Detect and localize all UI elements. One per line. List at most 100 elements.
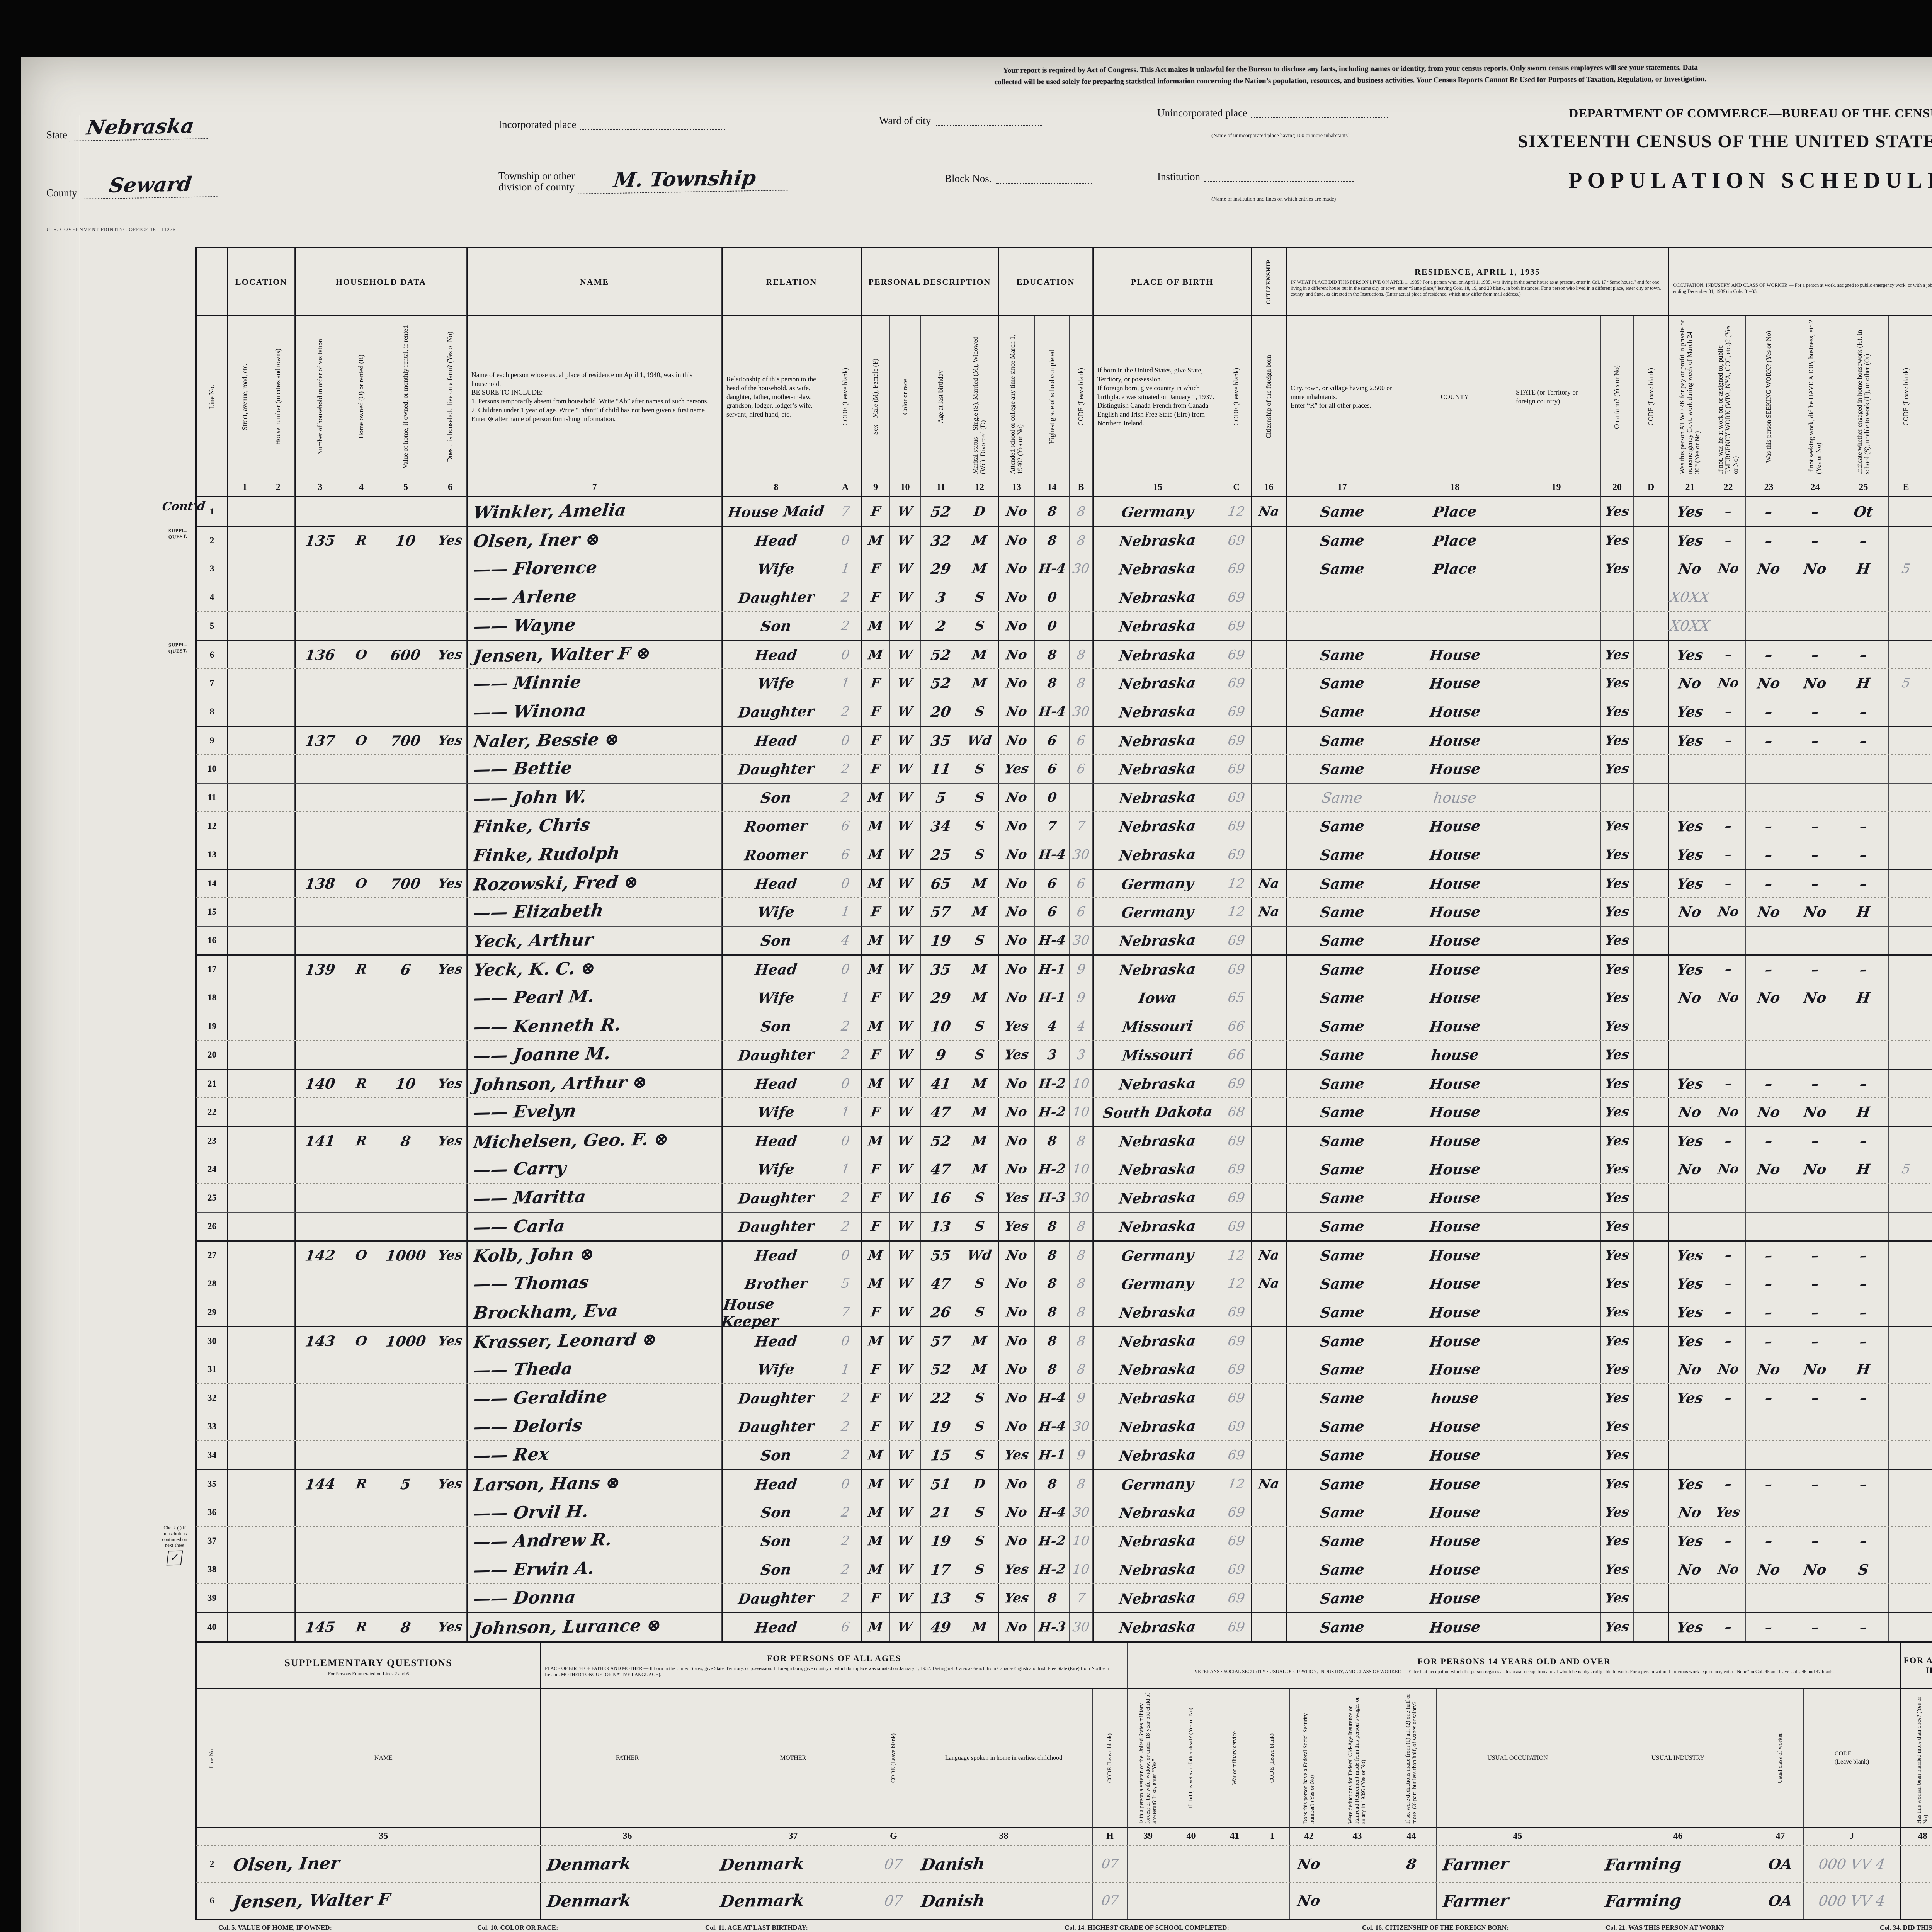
entry-rel: Son — [760, 1560, 793, 1578]
entry-hh: 145 — [304, 1618, 336, 1636]
entry-r18: house — [1432, 789, 1478, 806]
entry-r18: House — [1428, 931, 1481, 950]
cell-c25: – — [1838, 812, 1889, 840]
cell-c22: No — [1711, 898, 1746, 926]
cell-cD — [1634, 1384, 1668, 1412]
entry-farm: Yes — [437, 1247, 463, 1264]
cell-c23: – — [1746, 812, 1792, 840]
entry-cB: 30 — [1071, 704, 1090, 719]
cell-rel: Daughter — [722, 1584, 830, 1612]
entry-r18: House — [1428, 1560, 1481, 1578]
entry-c22: – — [1724, 1533, 1733, 1549]
entry-r20: Yes — [1604, 732, 1630, 749]
cell-r18: House — [1398, 669, 1512, 697]
cell-bpl: Nebraska — [1093, 840, 1222, 869]
entry-bpl: Nebraska — [1118, 1503, 1197, 1522]
entry-age: 11 — [930, 760, 952, 777]
entry-race: W — [896, 675, 914, 691]
column-label: CODE (Leave blank) — [1269, 1733, 1276, 1783]
cell-grd: 8 — [1035, 497, 1070, 526]
cell-c23: – — [1746, 1298, 1792, 1326]
household-continued-note: Check ( ) if household is continued on n… — [161, 1525, 188, 1566]
entry-sex: M — [867, 961, 884, 977]
cell-r20: Yes — [1601, 812, 1634, 840]
entry-cC: 69 — [1227, 933, 1246, 948]
cell-farm — [434, 1155, 467, 1183]
cell-ln0: 9 — [196, 727, 227, 754]
cell-street — [227, 697, 262, 726]
entry-sch: Yes — [1003, 760, 1030, 777]
entry-c23: – — [1764, 1332, 1774, 1350]
cell-name: Brockham, Eva — [467, 1298, 722, 1326]
person-row-23: 23 141 R 8 Yes Michelsen, Geo. F. ⊗ Head 0 M W 52 M… — [196, 1126, 1932, 1155]
entry-rel: Head — [754, 646, 798, 664]
cell-race: W — [890, 1384, 921, 1412]
cell-ten: R — [345, 1613, 378, 1641]
cell-cD — [1634, 727, 1668, 754]
column-label: MOTHER — [780, 1754, 806, 1761]
cell-c25: – — [1838, 1070, 1889, 1097]
entry-name: —— Geraldine — [472, 1386, 609, 1409]
cell-sex: F — [861, 755, 890, 783]
entry-r17: Same — [1319, 1475, 1366, 1493]
entry-lang: Danish — [920, 1854, 986, 1874]
entry-race: W — [896, 1504, 914, 1520]
entry-hh: 144 — [304, 1475, 336, 1493]
entry-cC: 65 — [1227, 990, 1246, 1005]
cell-s42: No — [1290, 1883, 1328, 1919]
legend-block-title: Col. 5. VALUE OF HOME, IF OWNED: — [218, 1924, 332, 1931]
entry-age: 29 — [930, 560, 952, 577]
entry-bpl: Nebraska — [1118, 588, 1197, 607]
cell-r17: Same — [1286, 927, 1398, 954]
cell-r18: Place — [1398, 527, 1512, 554]
cell-r19 — [1512, 1527, 1601, 1555]
cell-cit — [1251, 1498, 1286, 1526]
cell-cD — [1634, 840, 1668, 869]
cell-mar: S — [961, 583, 998, 611]
cell-r18: House — [1398, 641, 1512, 668]
cell-cB: 3 — [1070, 1041, 1093, 1069]
cell-ln0: 29 — [196, 1298, 227, 1326]
entry-r18: House — [1428, 1503, 1481, 1522]
cell-cD — [1634, 755, 1668, 783]
cell-ten: R — [345, 1127, 378, 1155]
cell-cE — [1889, 898, 1923, 926]
state-field: State Nebraska — [46, 114, 211, 142]
cell-r19 — [1512, 898, 1601, 926]
entry-rel: Wife — [757, 674, 796, 692]
entry-c21: Yes — [1675, 960, 1704, 978]
cell-mar: S — [961, 1269, 998, 1298]
entry-farm: Yes — [437, 1133, 463, 1149]
cell-hh — [295, 1184, 345, 1212]
cell-c24: – — [1792, 497, 1838, 526]
cell-cA: 0 — [830, 1070, 861, 1097]
cell-hh — [295, 983, 345, 1012]
column-number: 43 — [1328, 1828, 1386, 1845]
entry-cA: 2 — [840, 618, 851, 634]
cell-house — [262, 983, 295, 1012]
cell-ln0: 3 — [196, 554, 227, 583]
cell-cE: 5 — [1889, 554, 1923, 583]
column-header-cG: CODE (Leave blank) — [872, 1689, 915, 1828]
cell-c24 — [1792, 1498, 1838, 1526]
cell-val — [378, 812, 434, 840]
entry-farm: Yes — [437, 1476, 463, 1492]
cell-val — [378, 669, 434, 697]
cell-c21 — [1668, 1584, 1711, 1612]
cell-cE — [1889, 1298, 1923, 1326]
cell-grd: H-4 — [1035, 1412, 1070, 1440]
cell-r17: Same — [1286, 1412, 1398, 1440]
cell-farm — [434, 1584, 467, 1612]
cell-farm — [434, 1213, 467, 1240]
column-label: On a farm? (Yes or No) — [1613, 365, 1621, 429]
entry-race: W — [896, 1619, 914, 1635]
entry-mar: M — [971, 1161, 988, 1177]
cell-bpl: Nebraska — [1093, 583, 1222, 611]
cell-sch: No — [998, 983, 1035, 1012]
cell-c22 — [1711, 612, 1746, 640]
entry-c22: – — [1724, 704, 1733, 719]
cell-c21: Yes — [1668, 1070, 1711, 1097]
cell-hh — [295, 554, 345, 583]
cell-bpl: Nebraska — [1093, 697, 1222, 726]
cell-v39 — [1128, 1883, 1168, 1919]
